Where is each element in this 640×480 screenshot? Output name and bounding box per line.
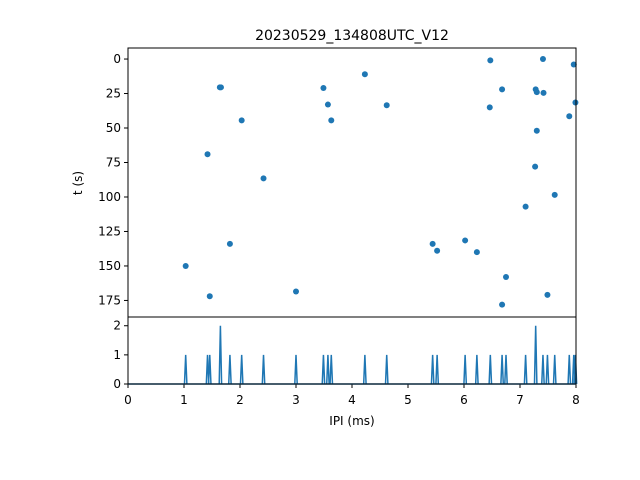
histogram-spike — [523, 354, 528, 385]
x-tick-label: 1 — [180, 393, 188, 407]
x-tick-label: 5 — [404, 393, 412, 407]
histogram-spike — [488, 354, 493, 385]
scatter-point — [544, 291, 551, 298]
scatter-series — [182, 56, 579, 308]
scatter-point — [182, 262, 189, 269]
scatter-point — [473, 249, 480, 256]
scatter-point — [499, 301, 506, 308]
x-tick-label: 8 — [572, 393, 580, 407]
histogram-spike — [567, 354, 572, 385]
histogram-spike — [541, 354, 545, 385]
y-tick-label: 150 — [98, 259, 121, 273]
chart-title: 20230529_134808UTC_V12 — [255, 28, 449, 44]
y-tick-label: 75 — [106, 155, 121, 169]
bottom-axes: 0 1 2 0 1 2 3 4 5 6 7 8 — [113, 319, 579, 407]
scatter-point — [217, 84, 224, 91]
scatter-point — [486, 104, 493, 111]
scatter-point — [533, 127, 540, 134]
histogram-spike — [384, 354, 389, 385]
histogram-spike — [227, 354, 232, 385]
top-y-axis: 0 25 50 75 100 125 150 175 — [98, 52, 128, 307]
histogram-spike — [321, 354, 326, 385]
histogram-spike — [294, 354, 298, 385]
scatter-point — [539, 56, 546, 63]
scatter-point — [328, 117, 335, 124]
y-tick-label: 1 — [113, 348, 121, 362]
scatter-point — [522, 203, 529, 210]
x-tick-label: 7 — [516, 393, 524, 407]
scatter-point — [324, 101, 331, 108]
scatter-point — [540, 89, 547, 96]
x-tick-label: 3 — [292, 393, 300, 407]
histogram-spike — [552, 354, 557, 385]
y-tick-label: 25 — [106, 87, 121, 101]
histogram-spike — [504, 354, 508, 385]
scatter-point — [383, 102, 390, 109]
histogram-spike — [261, 354, 266, 385]
x-tick-label: 6 — [460, 393, 468, 407]
histogram-spike — [500, 354, 505, 385]
histogram-spike — [430, 354, 435, 385]
histogram-spike — [325, 354, 330, 385]
histogram-spike — [183, 354, 188, 385]
scatter-point — [487, 57, 494, 64]
y-tick-label: 125 — [98, 224, 121, 238]
histogram-spike — [207, 354, 212, 385]
scatter-point — [293, 288, 299, 295]
histogram-spike — [533, 325, 538, 385]
histogram-spike — [362, 354, 367, 385]
histogram-spike — [474, 354, 479, 385]
scatter-point — [532, 163, 539, 170]
scatter-point — [533, 89, 540, 96]
histogram-series — [128, 325, 578, 385]
histogram-spike — [329, 354, 334, 385]
y-tick-label: 175 — [98, 293, 121, 307]
scatter-point — [572, 99, 579, 106]
scatter-point — [429, 240, 436, 247]
scatter-point — [566, 113, 573, 120]
histogram-spike — [545, 354, 550, 385]
scatter-point — [204, 151, 211, 158]
scatter-point — [434, 247, 441, 254]
y-tick-label: 0 — [113, 377, 121, 391]
histogram-spike — [435, 354, 440, 385]
x-tick-label: 2 — [236, 393, 244, 407]
y-tick-label: 2 — [113, 319, 121, 333]
scatter-point — [462, 237, 469, 244]
scatter-point — [551, 191, 558, 198]
x-tick-label: 4 — [348, 393, 356, 407]
x-axis-label: IPI (ms) — [329, 414, 374, 428]
histogram-spike — [239, 354, 244, 385]
scatter-point — [238, 117, 245, 124]
scatter-point — [499, 86, 506, 93]
scatter-point — [260, 175, 267, 182]
y-tick-label: 50 — [106, 121, 121, 135]
scatter-point — [206, 293, 213, 300]
scatter-point — [503, 273, 509, 280]
bottom-plot-frame — [127, 316, 577, 385]
y-axis-label: t (s) — [71, 171, 85, 195]
y-tick-label: 100 — [98, 190, 121, 204]
scatter-point — [570, 61, 577, 68]
scatter-point — [320, 85, 327, 92]
scatter-point — [226, 240, 233, 247]
histogram-spike — [463, 354, 468, 385]
histogram-spike — [218, 325, 223, 385]
y-tick-label: 0 — [113, 52, 121, 66]
x-tick-label: 0 — [124, 393, 132, 407]
scatter-point — [361, 71, 368, 78]
